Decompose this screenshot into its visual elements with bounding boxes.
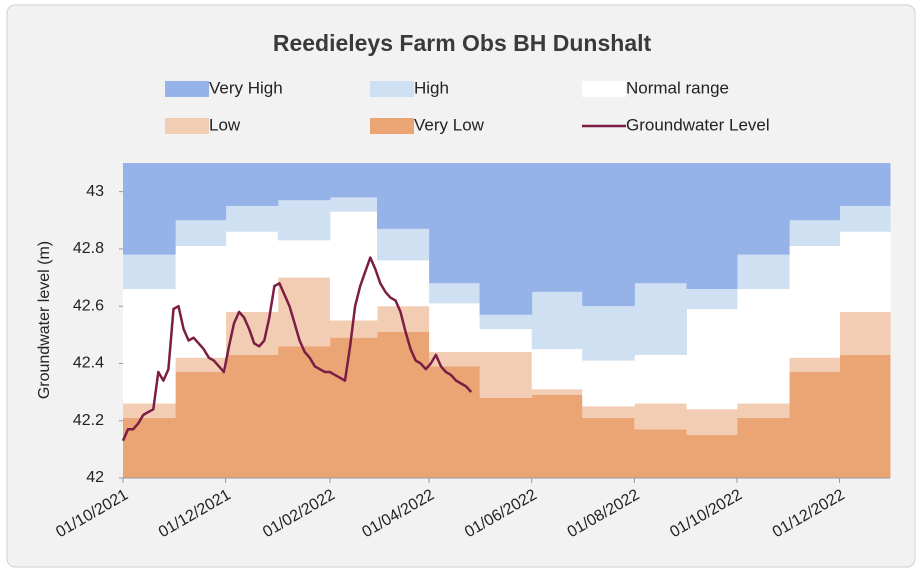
band-segment [839,163,891,206]
band-segment [376,260,430,307]
band-segment [329,337,378,478]
band-segment [479,314,533,330]
legend-swatch [370,118,414,134]
band-segment [479,352,533,398]
band-segment [329,163,378,198]
y-tick-label: 42.6 [73,297,104,314]
band-segment [686,435,738,478]
band-segment [736,417,790,478]
band-segment [686,409,738,436]
band-segment [225,354,279,478]
band-segment [736,163,790,255]
band-segment [479,329,533,352]
band-segment [531,394,583,478]
band-segment [225,205,279,232]
band-segment [582,360,635,407]
legend-label: Low [209,115,241,134]
band-segment [839,231,891,312]
band-segment [123,163,176,255]
band-segment [277,200,331,241]
band-segment [789,246,841,358]
band-segment [123,417,176,478]
band-segment [789,357,841,373]
band-segment [429,163,481,284]
band-segment [686,163,738,289]
band-segment [429,366,481,478]
y-tick-label: 42.2 [73,412,104,429]
band-segment [839,311,891,355]
band-segment [789,372,841,478]
legend-label: Groundwater Level [626,115,770,134]
band-segment [736,289,790,404]
band-segment [225,163,279,206]
band-segment [634,429,687,478]
y-axis-label: Groundwater level (m) [36,241,53,399]
band-segment [429,303,481,352]
y-tick-label: 42.4 [73,355,104,372]
band-segment [531,291,583,350]
band-segment [531,163,583,292]
band-segment [123,254,176,289]
band-segment [839,354,891,478]
band-segment [329,197,378,212]
band-segment [479,163,533,315]
legend-swatch [165,118,209,134]
band-segment [582,163,635,307]
legend-swatch [582,81,626,97]
band-segment [123,289,176,404]
band-segment [789,220,841,247]
band-segment [736,403,790,418]
band-segment [582,417,635,478]
band-segment [329,320,378,338]
band-segment [479,397,533,478]
legend-label: Very High [209,78,283,97]
band-segment [531,349,583,390]
band-segment [376,228,430,261]
band-segment [175,246,227,358]
legend-label: High [414,78,449,97]
band-segment [839,205,891,232]
band-segment [582,306,635,361]
band-segment [175,163,227,221]
band-segment [531,389,583,395]
legend-label: Normal range [626,78,729,97]
band-segment [429,352,481,367]
y-tick-label: 42.8 [73,240,104,257]
chart-title: Reedieleys Farm Obs BH Dunshalt [273,30,652,56]
band-segment [277,163,331,201]
groundwater-line [121,256,473,442]
band-segment [175,220,227,247]
band-segment [429,283,481,304]
band-segment [277,240,331,278]
legend-swatch [370,81,414,97]
band-segment [686,289,738,310]
band-segment [686,309,738,410]
band-segment [634,283,687,355]
band-segment [582,406,635,418]
y-tick-label: 42 [86,469,104,486]
band-segment [789,163,841,221]
band-segment [634,354,687,404]
legend-swatch [165,81,209,97]
band-segment [736,254,790,289]
band-segment [225,231,279,312]
legend-label: Very Low [414,115,485,134]
band-segment [634,163,687,284]
band-segment [634,403,687,430]
band-segment [175,372,227,478]
band-segment [376,331,430,478]
band-segment [277,346,331,478]
band-segment [277,277,331,347]
band-segment [329,211,378,321]
band-segment [376,163,430,229]
y-tick-label: 43 [86,183,104,200]
